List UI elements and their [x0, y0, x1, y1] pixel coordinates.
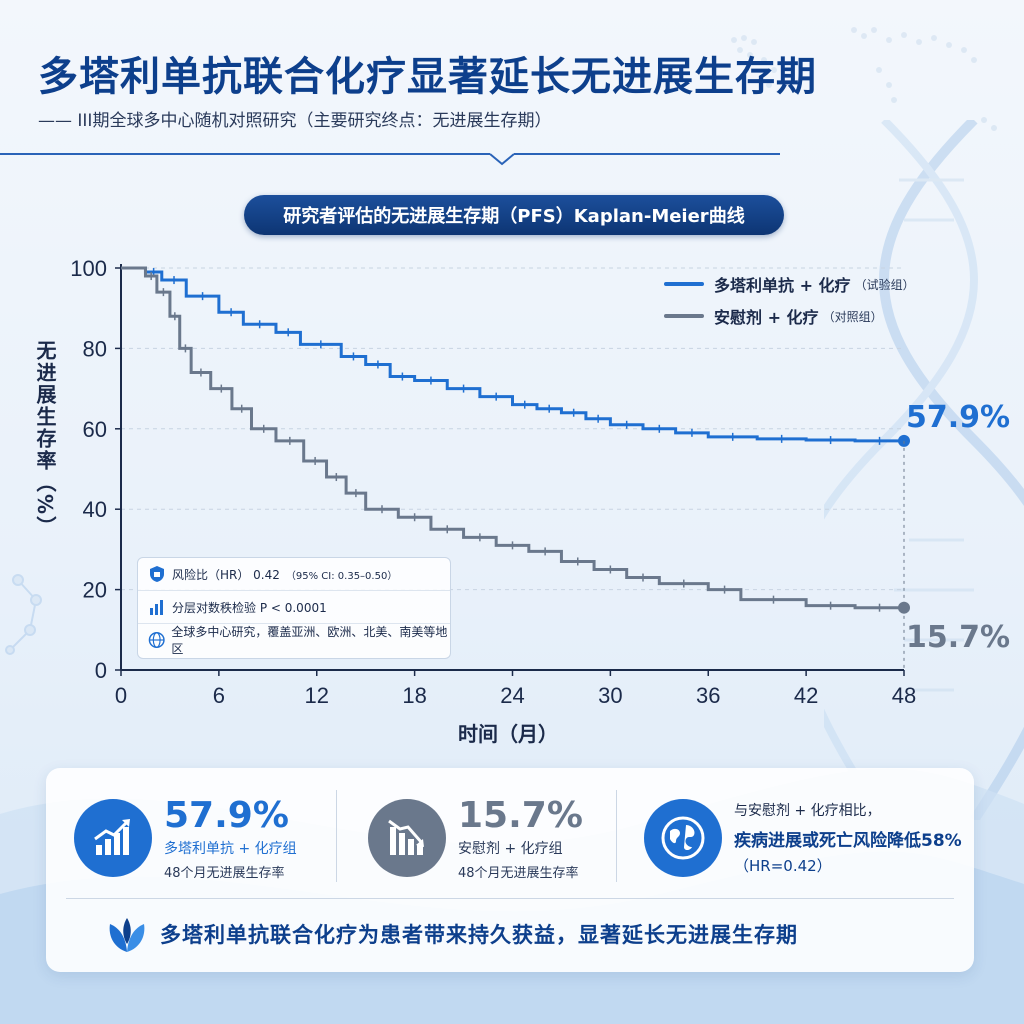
y-axis-label: 无进展生存率（%） — [33, 340, 57, 539]
y-tick-label: 0 — [95, 658, 107, 683]
chart-up-icon — [74, 799, 152, 877]
footer-divider — [66, 898, 954, 899]
leaf-logo-icon — [109, 918, 145, 952]
footer-text: 多塔利单抗联合化疗为患者带来持久获益，显著延长无进展生存期 — [160, 923, 798, 947]
hr-text: 风险比（HR） 0.42 — [172, 567, 280, 582]
chart-title: 研究者评估的无进展生存期（PFS）Kaplan-Meier曲线 — [244, 195, 784, 235]
bar-chart-icon — [150, 600, 163, 615]
end-label-trial: 57.9% — [906, 400, 1011, 435]
hr-compare-text: 与安慰剂 + 化疗相比， — [734, 803, 881, 819]
legend-item-control: 安慰剂 + 化疗 （对照组） — [664, 302, 915, 330]
summary-panel: 57.9% 多塔利单抗 + 化疗组 48个月无进展生存率 15.7% 安慰剂 +… — [46, 768, 974, 972]
legend-item-trial: 多塔利单抗 + 化疗 （试验组） — [664, 270, 915, 298]
end-point-control — [898, 601, 910, 614]
chart-legend: 多塔利单抗 + 化疗 （试验组） 安慰剂 + 化疗 （对照组） — [664, 270, 915, 334]
y-tick-label: 40 — [83, 497, 107, 522]
page-title: 多塔利单抗联合化疗显著延长无进展生存期 — [38, 54, 817, 100]
region-row: 全球多中心研究，覆盖亚洲、欧洲、北美、南美等地区 — [138, 624, 450, 656]
legend-swatch-control — [664, 314, 704, 318]
legend-group-trial: （试验组） — [854, 277, 915, 292]
stat-trial-value: 57.9% — [164, 794, 289, 836]
end-label-control: 15.7% — [906, 620, 1011, 655]
x-tick-label: 12 — [305, 683, 329, 708]
region-text: 全球多中心研究，覆盖亚洲、欧洲、北美、南美等地区 — [171, 625, 448, 656]
hr-row: 风险比（HR） 0.42 （95% CI: 0.35–0.50） — [138, 558, 450, 591]
legend-name-control: 安慰剂 + 化疗 — [714, 308, 819, 327]
y-tick-label: 60 — [83, 417, 107, 442]
x-tick-label: 0 — [115, 683, 127, 708]
hr-ci-text: （95% CI: 0.35–0.50） — [285, 570, 398, 582]
stat-control-name: 安慰剂 + 化疗组 — [458, 840, 563, 857]
test-row: 分层对数秩检验 P < 0.0001 — [138, 591, 450, 624]
x-tick-label: 48 — [892, 683, 916, 708]
x-axis-label: 时间（月） — [458, 722, 558, 746]
separator — [336, 790, 337, 882]
test-text: 分层对数秩检验 P < 0.0001 — [172, 600, 327, 615]
x-tick-label: 42 — [794, 683, 818, 708]
stats-info-box: 风险比（HR） 0.42 （95% CI: 0.35–0.50） 分层对数秩检验… — [137, 557, 451, 659]
stat-trial-desc: 48个月无进展生存率 — [164, 865, 285, 881]
globe-icon — [148, 632, 165, 648]
separator — [616, 790, 617, 882]
world-map-decoration — [731, 27, 997, 131]
footer: 多塔利单抗联合化疗为患者带来持久获益，显著延长无进展生存期 — [104, 914, 798, 954]
hr-value-text: （HR=0.42） — [734, 857, 832, 875]
y-tick-label: 20 — [83, 578, 107, 603]
x-tick-label: 6 — [213, 683, 225, 708]
hr-risk-text: 疾病进展或死亡风险降低58% — [734, 831, 962, 851]
legend-group-control: （对照组） — [822, 309, 883, 324]
earth-icon — [644, 799, 722, 877]
x-tick-label: 24 — [500, 683, 524, 708]
x-tick-label: 30 — [598, 683, 622, 708]
y-tick-label: 80 — [83, 336, 107, 361]
y-tick-label: 100 — [70, 256, 107, 281]
legend-name-trial: 多塔利单抗 + 化疗 — [714, 276, 851, 295]
stat-hr: 与安慰剂 + 化疗相比， 疾病进展或死亡风险降低58% （HR=0.42） — [644, 788, 962, 888]
page-subtitle: —— III期全球多中心随机对照研究（主要研究终点：无进展生存期） — [38, 111, 552, 131]
legend-swatch-trial — [664, 282, 704, 286]
stat-trial: 57.9% 多塔利单抗 + 化疗组 48个月无进展生存率 — [74, 788, 297, 888]
chart-down-icon — [368, 799, 446, 877]
stat-control: 15.7% 安慰剂 + 化疗组 48个月无进展生存率 — [368, 788, 583, 888]
stat-control-desc: 48个月无进展生存率 — [458, 865, 579, 881]
x-tick-label: 18 — [402, 683, 426, 708]
shield-icon — [150, 566, 164, 582]
stat-trial-name: 多塔利单抗 + 化疗组 — [164, 840, 297, 857]
molecule-decoration — [5, 574, 42, 655]
header-divider — [0, 153, 780, 166]
x-tick-label: 36 — [696, 683, 720, 708]
stat-control-value: 15.7% — [458, 794, 583, 836]
